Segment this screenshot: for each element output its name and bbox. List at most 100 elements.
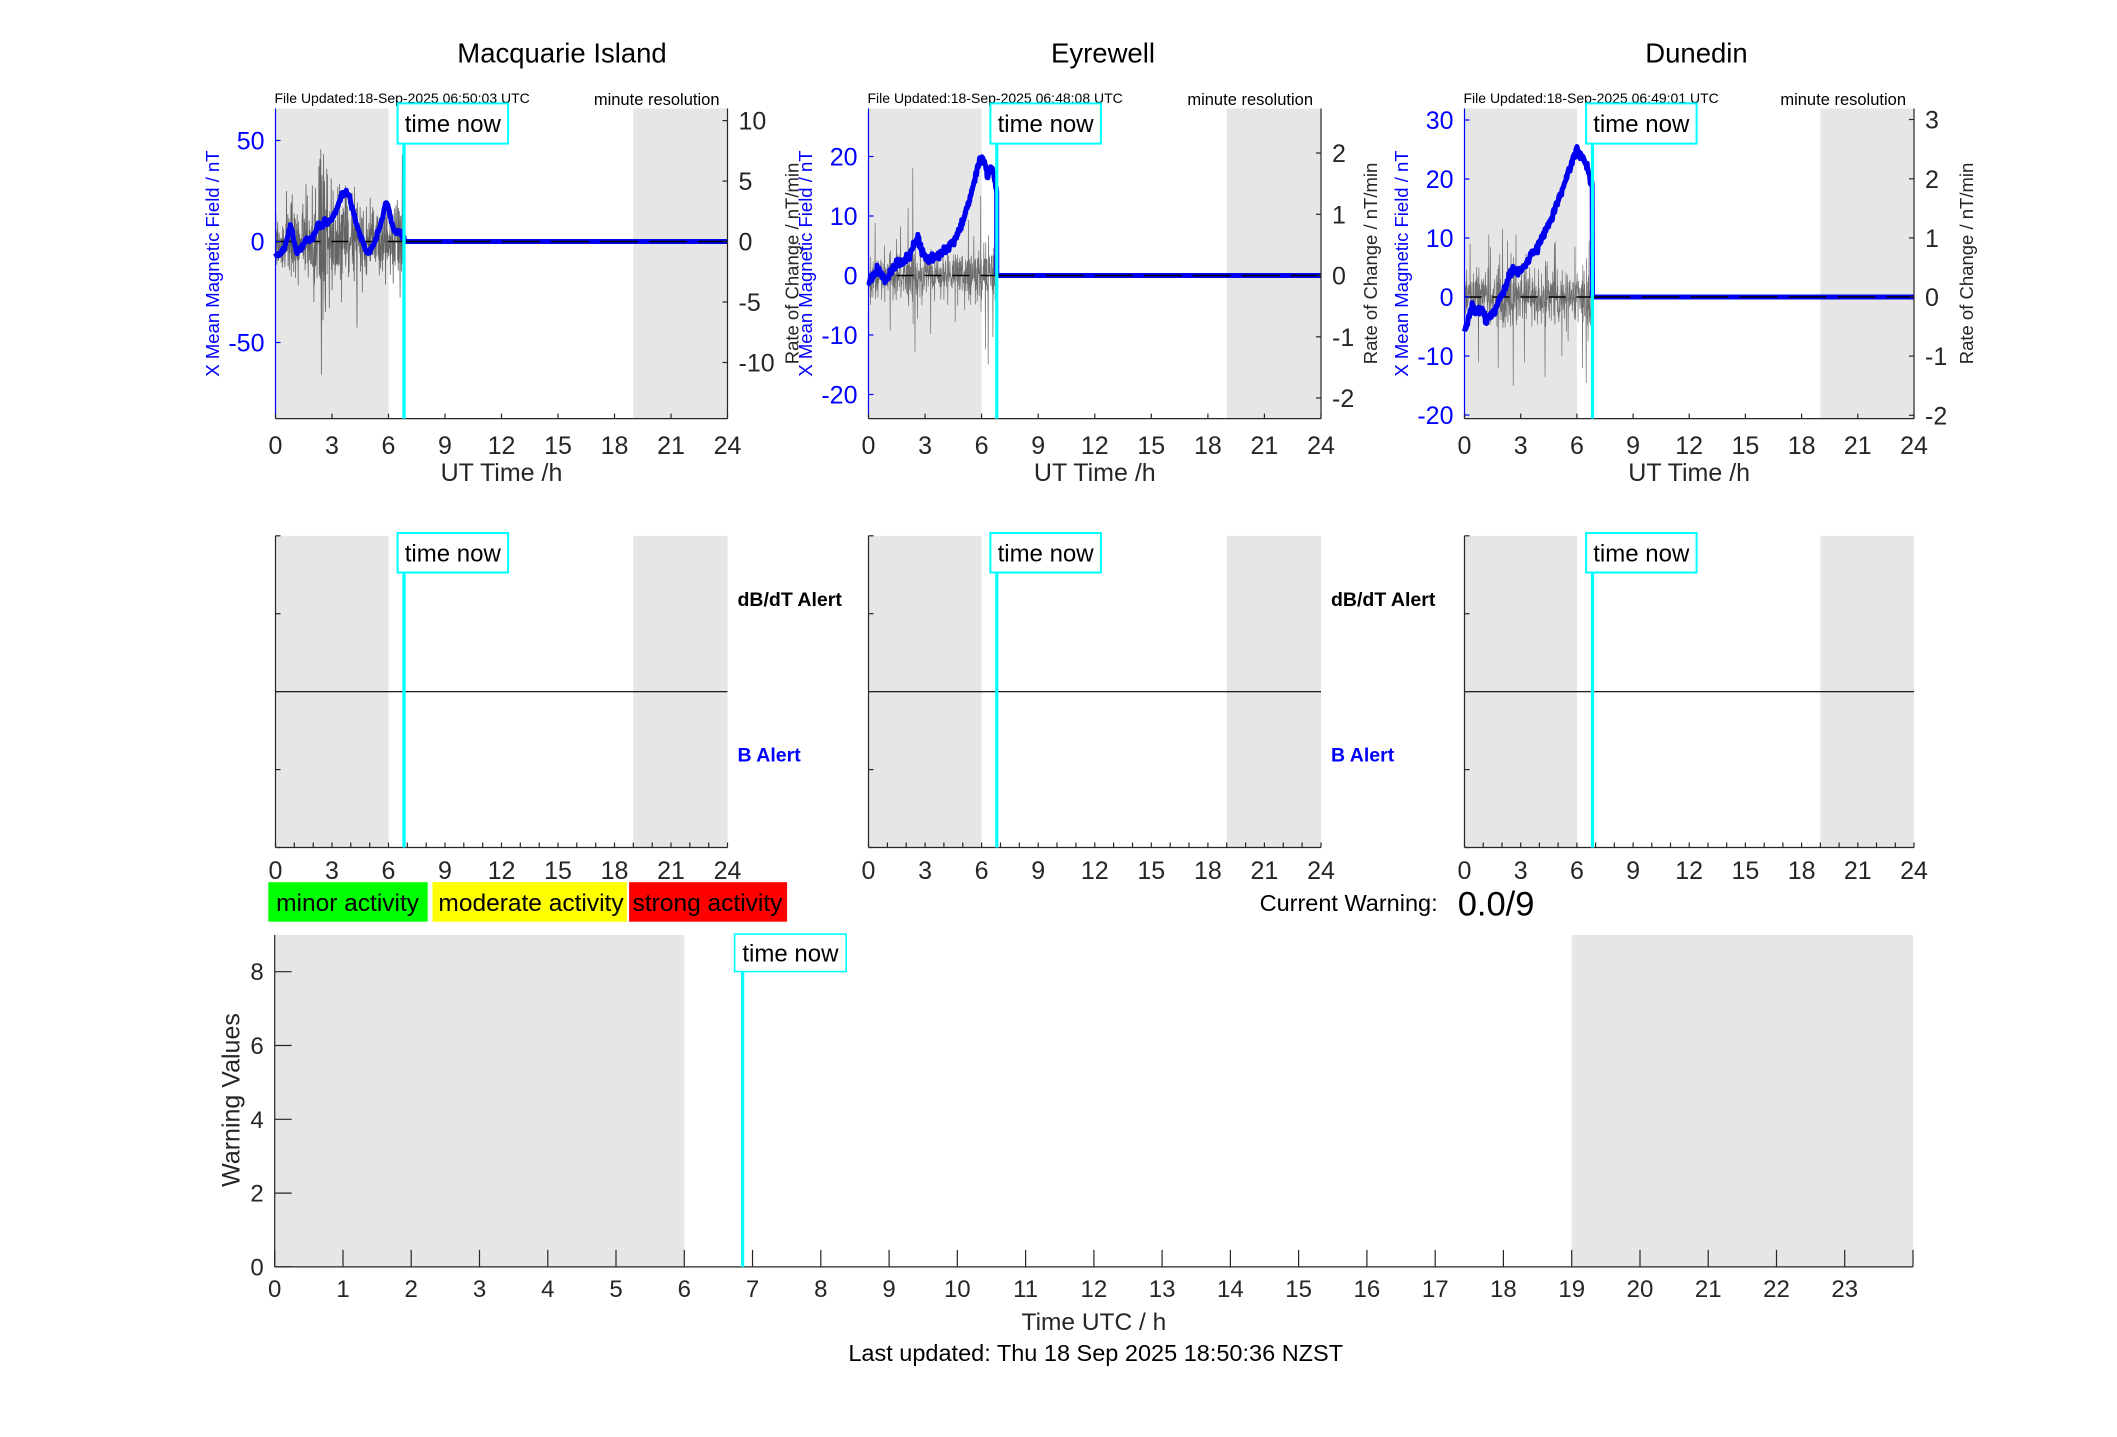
svg-text:20: 20 <box>830 144 858 172</box>
svg-text:21: 21 <box>1844 857 1872 885</box>
svg-text:12: 12 <box>1675 432 1703 460</box>
svg-text:12: 12 <box>1081 432 1109 460</box>
svg-text:-2: -2 <box>1925 402 1947 430</box>
svg-text:Eyrewell: Eyrewell <box>1051 38 1155 69</box>
svg-text:X Mean Magnetic Field / nT: X Mean Magnetic Field / nT <box>1391 150 1412 376</box>
svg-text:18: 18 <box>1490 1276 1517 1303</box>
svg-text:15: 15 <box>1731 857 1759 885</box>
svg-text:X Mean Magnetic Field / nT: X Mean Magnetic Field / nT <box>202 150 223 376</box>
svg-text:-10: -10 <box>739 350 775 378</box>
svg-text:9: 9 <box>1031 857 1045 885</box>
svg-text:3: 3 <box>325 857 339 885</box>
svg-text:6: 6 <box>382 432 396 460</box>
svg-text:-2: -2 <box>1332 385 1354 413</box>
svg-text:24: 24 <box>1307 432 1335 460</box>
svg-text:3: 3 <box>1925 107 1939 135</box>
svg-text:9: 9 <box>1626 857 1640 885</box>
svg-text:UT Time /h: UT Time /h <box>441 459 563 487</box>
svg-text:3: 3 <box>325 432 339 460</box>
svg-text:-1: -1 <box>1332 324 1354 352</box>
svg-text:time now: time now <box>742 940 839 967</box>
svg-text:24: 24 <box>1900 857 1928 885</box>
svg-text:-20: -20 <box>821 382 857 410</box>
svg-text:0.0/9: 0.0/9 <box>1458 886 1535 924</box>
svg-text:10: 10 <box>739 108 767 136</box>
svg-text:15: 15 <box>1731 432 1759 460</box>
svg-text:15: 15 <box>1285 1276 1312 1303</box>
svg-text:18: 18 <box>1788 432 1816 460</box>
svg-text:B Alert: B Alert <box>738 744 802 766</box>
svg-text:Time UTC / h: Time UTC / h <box>1022 1309 1167 1336</box>
svg-text:0: 0 <box>862 857 876 885</box>
svg-text:15: 15 <box>544 432 572 460</box>
svg-text:13: 13 <box>1149 1276 1176 1303</box>
svg-text:18: 18 <box>601 857 629 885</box>
svg-text:8: 8 <box>814 1276 827 1303</box>
svg-text:24: 24 <box>714 857 742 885</box>
svg-text:12: 12 <box>1081 857 1109 885</box>
svg-text:20: 20 <box>1627 1276 1654 1303</box>
svg-text:50: 50 <box>237 128 265 156</box>
svg-text:4: 4 <box>250 1107 263 1134</box>
svg-text:15: 15 <box>1137 432 1165 460</box>
svg-text:11: 11 <box>1013 1276 1038 1303</box>
svg-text:0: 0 <box>250 1254 263 1281</box>
svg-text:strong activity: strong activity <box>633 890 784 917</box>
svg-text:-10: -10 <box>821 322 857 350</box>
svg-text:-20: -20 <box>1417 402 1453 430</box>
svg-text:0: 0 <box>1440 284 1454 312</box>
svg-text:9: 9 <box>438 432 452 460</box>
svg-text:Current Warning:: Current Warning: <box>1260 890 1438 916</box>
svg-text:1: 1 <box>336 1276 349 1303</box>
svg-text:21: 21 <box>657 857 685 885</box>
svg-text:6: 6 <box>975 857 989 885</box>
svg-text:15: 15 <box>544 857 572 885</box>
svg-text:-10: -10 <box>1417 343 1453 371</box>
svg-text:time now: time now <box>998 111 1095 138</box>
svg-text:10: 10 <box>1426 225 1454 253</box>
svg-text:12: 12 <box>488 857 516 885</box>
svg-text:-1: -1 <box>1925 343 1947 371</box>
svg-text:dB/dT Alert: dB/dT Alert <box>1331 589 1436 611</box>
svg-text:1: 1 <box>1332 201 1346 229</box>
svg-text:6: 6 <box>250 1033 263 1060</box>
svg-text:9: 9 <box>438 857 452 885</box>
svg-text:moderate activity: moderate activity <box>438 890 624 917</box>
svg-text:6: 6 <box>1570 432 1584 460</box>
svg-text:UT Time /h: UT Time /h <box>1628 459 1750 487</box>
svg-text:Rate of Change / nT/min: Rate of Change / nT/min <box>1360 163 1381 365</box>
svg-text:22: 22 <box>1763 1276 1790 1303</box>
svg-text:time now: time now <box>1593 540 1690 567</box>
svg-text:3: 3 <box>918 857 932 885</box>
svg-text:30: 30 <box>1426 107 1454 135</box>
svg-text:3: 3 <box>1514 432 1528 460</box>
svg-text:23: 23 <box>1831 1276 1858 1303</box>
svg-text:dB/dT Alert: dB/dT Alert <box>738 589 843 611</box>
svg-text:minute resolution: minute resolution <box>594 91 720 109</box>
svg-text:9: 9 <box>882 1276 895 1303</box>
svg-text:9: 9 <box>1031 432 1045 460</box>
svg-text:2: 2 <box>1925 166 1939 194</box>
svg-text:minute resolution: minute resolution <box>1187 91 1313 109</box>
svg-text:2: 2 <box>250 1181 263 1208</box>
svg-text:time now: time now <box>1593 111 1690 138</box>
svg-text:0: 0 <box>1332 263 1346 291</box>
svg-text:2: 2 <box>1332 140 1346 168</box>
svg-text:21: 21 <box>1250 857 1278 885</box>
svg-text:6: 6 <box>382 857 396 885</box>
svg-text:0: 0 <box>251 229 265 257</box>
svg-text:time now: time now <box>405 540 502 567</box>
svg-text:0: 0 <box>268 1276 281 1303</box>
svg-text:4: 4 <box>541 1276 554 1303</box>
svg-text:-5: -5 <box>739 289 761 317</box>
svg-text:18: 18 <box>1194 432 1222 460</box>
svg-text:19: 19 <box>1558 1276 1585 1303</box>
svg-text:18: 18 <box>601 432 629 460</box>
svg-text:X Mean Magnetic Field / nT: X Mean Magnetic Field / nT <box>795 150 816 376</box>
svg-text:Rate of Change / nT/min: Rate of Change / nT/min <box>1956 163 1977 365</box>
svg-text:12: 12 <box>1081 1276 1108 1303</box>
svg-text:Rate of Change / nT/min: Rate of Change / nT/min <box>782 163 803 365</box>
svg-text:7: 7 <box>746 1276 759 1303</box>
svg-text:Dunedin: Dunedin <box>1645 38 1747 69</box>
svg-text:Last updated: Thu 18 Sep 2025: Last updated: Thu 18 Sep 2025 18:50:36 N… <box>848 1340 1343 1366</box>
